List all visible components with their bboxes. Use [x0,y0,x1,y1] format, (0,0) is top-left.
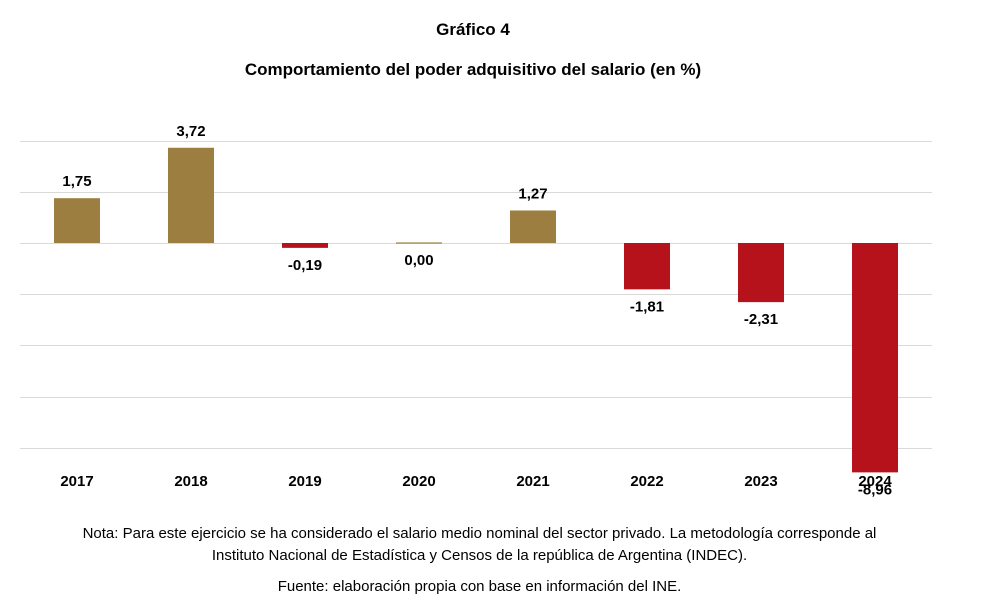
bar-2020 [396,242,442,244]
chart-note: Nota: Para este ejercicio se ha consider… [0,523,959,567]
x-tick-2017: 2017 [60,473,93,490]
data-label-2019: -0,19 [288,257,322,274]
chart-title: Comportamiento del poder adquisitivo del… [244,60,702,79]
bar-2024 [852,243,898,473]
chart-number: Gráfico 4 [436,20,510,39]
bar-2018 [168,147,214,243]
data-label-2021: 1,27 [518,185,547,202]
x-tick-2019: 2019 [288,473,321,490]
gridlines [20,141,932,449]
data-label-2017: 1,75 [62,173,91,190]
bar-2019 [282,243,328,248]
x-tick-2020: 2020 [402,473,435,490]
data-label-2018: 3,72 [176,123,205,140]
x-tick-2021: 2021 [516,473,549,490]
bar-2023 [738,243,784,303]
bars [54,147,898,473]
x-tick-2018: 2018 [174,473,207,490]
note-line-1: Nota: Para este ejercicio se ha consider… [82,525,877,542]
data-label-2023: -2,31 [744,311,778,328]
chart-source: Fuente: elaboración propia con base en i… [277,578,682,595]
data-label-2020: 0,00 [404,252,433,269]
note-line-2: Instituto Nacional de Estadística y Cens… [211,547,748,564]
bar-2022 [624,243,670,290]
bar-chart: 1,75 3,72 -0,19 0,00 1,27 -1,81 -2,31 -8,96 201… [20,123,932,499]
bar-2021 [510,210,556,243]
x-tick-2024: 2024 [858,473,892,490]
data-label-2024: -8,96 [858,481,892,498]
x-tick-2023: 2023 [744,473,777,490]
x-tick-2022: 2022 [630,473,663,490]
data-label-2022: -1,81 [630,298,664,315]
x-axis-ticks: 2017 2018 2019 2020 2021 2022 2023 2024 [60,473,892,490]
bar-2017 [54,198,100,243]
data-labels: 1,75 3,72 -0,19 0,00 1,27 -1,81 -2,31 -8,96 [62,123,892,499]
